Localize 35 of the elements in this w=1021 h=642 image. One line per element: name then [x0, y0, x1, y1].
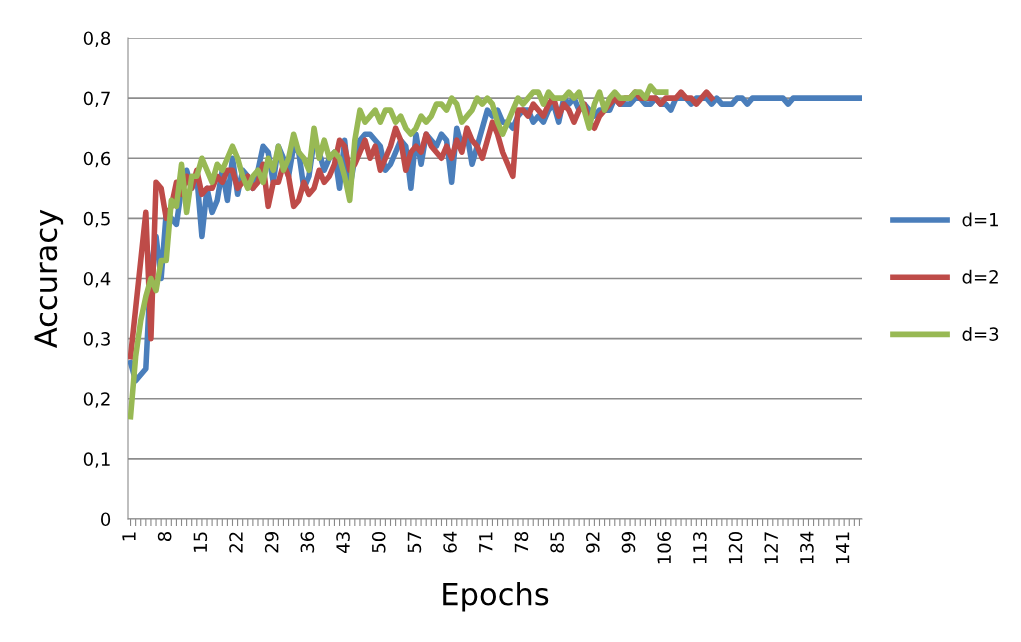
x-tick-label: 1	[122, 532, 136, 541]
x-tick-label: 8	[157, 532, 172, 542]
y-tick-label: 0,4	[83, 271, 111, 288]
y-tick-label: 0,1	[83, 452, 110, 468]
y-tick-label: 0,3	[83, 332, 110, 348]
x-tick-label: 106	[657, 531, 671, 564]
x-tick-label: 134	[800, 531, 814, 564]
x-tick-label: 64	[443, 531, 457, 553]
y-tick-label: 0,7	[83, 91, 110, 108]
x-tick-label: 36	[300, 531, 315, 553]
legend-label: d=3	[962, 326, 999, 341]
legend-label: d=2	[962, 269, 998, 284]
x-axis-title: Epochs	[443, 581, 549, 612]
x-tick-label: 120	[728, 532, 743, 564]
x-tick-label: 57	[407, 532, 422, 553]
y-tick-label: 0	[101, 512, 111, 527]
x-tick-label: 92	[585, 532, 600, 553]
x-tick-label: 99	[621, 532, 636, 553]
x-tick-label: 141	[835, 532, 850, 564]
x-tick-label: 127	[764, 532, 778, 564]
x-tick-label: 78	[514, 532, 529, 553]
x-tick-label: 43	[336, 532, 350, 553]
x-tick-label: 71	[479, 532, 493, 553]
legend-label: d=1	[962, 212, 998, 227]
y-tick-label: 0,2	[83, 392, 110, 408]
x-tick-label: 22	[229, 532, 243, 553]
x-tick-label: 113	[693, 532, 707, 564]
y-tick-label: 0,5	[83, 211, 110, 228]
y-tick-label: 0,6	[83, 151, 111, 168]
x-tick-label: 15	[193, 532, 208, 552]
x-tick-label: 29	[264, 532, 279, 553]
y-axis-title: Accuracy	[34, 209, 64, 349]
x-tick-label: 85	[550, 532, 564, 553]
x-tick-label: 50	[371, 532, 386, 553]
y-tick-label: 0,8	[83, 31, 111, 47]
